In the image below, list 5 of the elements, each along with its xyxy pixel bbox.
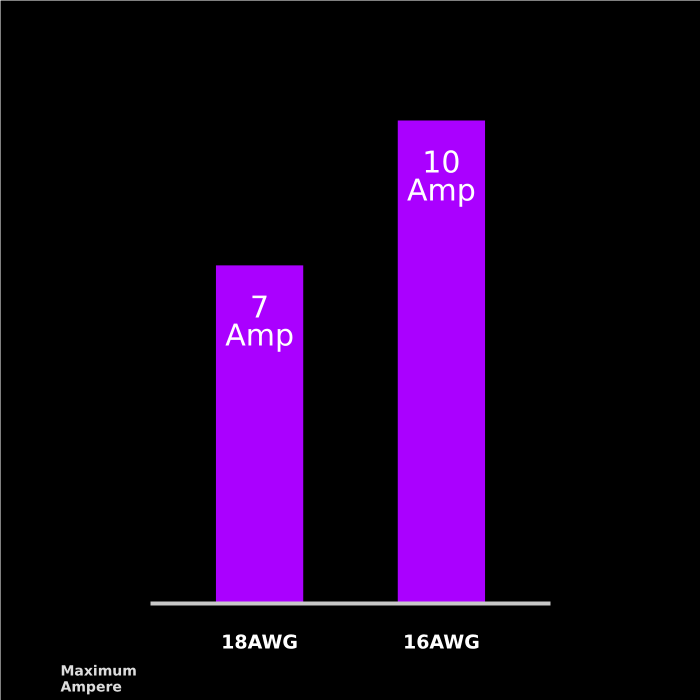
x-axis-title: Maximum Ampere (60, 664, 137, 696)
data-label: 10 Amp (407, 146, 476, 208)
data-label: 7 Amp (225, 290, 294, 354)
x-tick-label: 18AWG (221, 632, 298, 654)
x-tick-label: 16AWG (402, 632, 480, 654)
